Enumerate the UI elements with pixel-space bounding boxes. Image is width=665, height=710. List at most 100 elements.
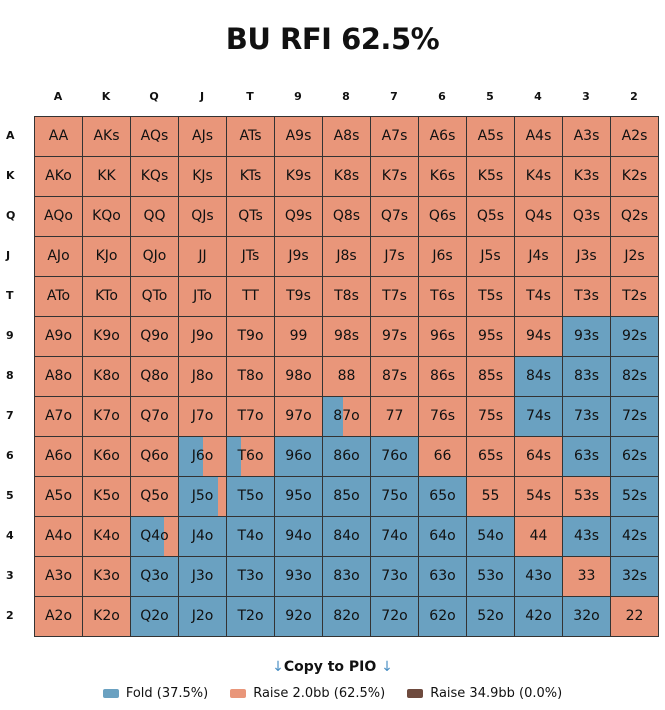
hand-cell[interactable]: 43o	[515, 557, 563, 597]
hand-cell[interactable]: QQ	[131, 197, 179, 237]
hand-cell[interactable]: J3o	[179, 557, 227, 597]
hand-cell[interactable]: 65s	[467, 437, 515, 477]
hand-cell[interactable]: KJo	[83, 237, 131, 277]
hand-cell[interactable]: 43s	[563, 517, 611, 557]
hand-cell[interactable]: 83s	[563, 357, 611, 397]
hand-cell[interactable]: 62s	[611, 437, 659, 477]
hand-cell[interactable]: T2s	[611, 277, 659, 317]
hand-cell[interactable]: A5s	[467, 117, 515, 157]
hand-cell[interactable]: A3o	[35, 557, 83, 597]
hand-cell[interactable]: A2s	[611, 117, 659, 157]
hand-cell[interactable]: J8s	[323, 237, 371, 277]
hand-cell[interactable]: 32o	[563, 597, 611, 637]
hand-cell[interactable]: 97o	[275, 397, 323, 437]
hand-cell[interactable]: 92s	[611, 317, 659, 357]
hand-cell[interactable]: AKo	[35, 157, 83, 197]
hand-cell[interactable]: J6s	[419, 237, 467, 277]
hand-cell[interactable]: Q7s	[371, 197, 419, 237]
hand-cell[interactable]: 86s	[419, 357, 467, 397]
hand-cell[interactable]: 33	[563, 557, 611, 597]
hand-cell[interactable]: 96o	[275, 437, 323, 477]
hand-cell[interactable]: 83o	[323, 557, 371, 597]
hand-cell[interactable]: A9s	[275, 117, 323, 157]
hand-cell[interactable]: A7s	[371, 117, 419, 157]
hand-cell[interactable]: K5s	[467, 157, 515, 197]
hand-cell[interactable]: J4s	[515, 237, 563, 277]
hand-cell[interactable]: 32s	[611, 557, 659, 597]
hand-cell[interactable]: T9s	[275, 277, 323, 317]
hand-cell[interactable]: 66	[419, 437, 467, 477]
hand-cell[interactable]: T3s	[563, 277, 611, 317]
hand-cell[interactable]: 53s	[563, 477, 611, 517]
hand-cell[interactable]: 98o	[275, 357, 323, 397]
hand-cell[interactable]: Q6s	[419, 197, 467, 237]
hand-cell[interactable]: QJo	[131, 237, 179, 277]
hand-cell[interactable]: 94s	[515, 317, 563, 357]
hand-cell[interactable]: T3o	[227, 557, 275, 597]
hand-cell[interactable]: A5o	[35, 477, 83, 517]
hand-cell[interactable]: 99	[275, 317, 323, 357]
hand-cell[interactable]: 76o	[371, 437, 419, 477]
hand-cell[interactable]: KQs	[131, 157, 179, 197]
hand-cell[interactable]: 88	[323, 357, 371, 397]
hand-cell[interactable]: K8o	[83, 357, 131, 397]
hand-cell[interactable]: JTs	[227, 237, 275, 277]
hand-cell[interactable]: KTs	[227, 157, 275, 197]
hand-cell[interactable]: 76s	[419, 397, 467, 437]
hand-cell[interactable]: AKs	[83, 117, 131, 157]
hand-cell[interactable]: 96s	[419, 317, 467, 357]
hand-cell[interactable]: Q3o	[131, 557, 179, 597]
hand-cell[interactable]: T5o	[227, 477, 275, 517]
hand-cell[interactable]: JTo	[179, 277, 227, 317]
hand-cell[interactable]: 75s	[467, 397, 515, 437]
hand-cell[interactable]: K2s	[611, 157, 659, 197]
hand-cell[interactable]: T4o	[227, 517, 275, 557]
hand-cell[interactable]: TT	[227, 277, 275, 317]
hand-cell[interactable]: 55	[467, 477, 515, 517]
hand-cell[interactable]: 86o	[323, 437, 371, 477]
hand-cell[interactable]: 74o	[371, 517, 419, 557]
hand-cell[interactable]: 94o	[275, 517, 323, 557]
hand-cell[interactable]: T4s	[515, 277, 563, 317]
hand-cell[interactable]: A2o	[35, 597, 83, 637]
hand-cell[interactable]: 54s	[515, 477, 563, 517]
hand-cell[interactable]: Q9o	[131, 317, 179, 357]
hand-cell[interactable]: 75o	[371, 477, 419, 517]
hand-cell[interactable]: J5s	[467, 237, 515, 277]
hand-cell[interactable]: T2o	[227, 597, 275, 637]
hand-cell[interactable]: J9s	[275, 237, 323, 277]
hand-cell[interactable]: 52o	[467, 597, 515, 637]
hand-cell[interactable]: ATs	[227, 117, 275, 157]
hand-cell[interactable]: Q8s	[323, 197, 371, 237]
hand-cell[interactable]: AQs	[131, 117, 179, 157]
hand-cell[interactable]: 44	[515, 517, 563, 557]
hand-cell[interactable]: 85s	[467, 357, 515, 397]
hand-cell[interactable]: 87s	[371, 357, 419, 397]
hand-cell[interactable]: T7o	[227, 397, 275, 437]
hand-cell[interactable]: J2s	[611, 237, 659, 277]
hand-cell[interactable]: 42s	[611, 517, 659, 557]
hand-cell[interactable]: J6o	[179, 437, 227, 477]
hand-cell[interactable]: Q2o	[131, 597, 179, 637]
hand-cell[interactable]: 54o	[467, 517, 515, 557]
hand-cell[interactable]: J8o	[179, 357, 227, 397]
hand-cell[interactable]: 82o	[323, 597, 371, 637]
hand-cell[interactable]: Q4s	[515, 197, 563, 237]
hand-cell[interactable]: 98s	[323, 317, 371, 357]
hand-cell[interactable]: Q5o	[131, 477, 179, 517]
hand-cell[interactable]: A4o	[35, 517, 83, 557]
hand-cell[interactable]: AJo	[35, 237, 83, 277]
hand-cell[interactable]: 82s	[611, 357, 659, 397]
hand-cell[interactable]: Q4o	[131, 517, 179, 557]
hand-cell[interactable]: A7o	[35, 397, 83, 437]
hand-cell[interactable]: K4s	[515, 157, 563, 197]
hand-cell[interactable]: K7o	[83, 397, 131, 437]
hand-cell[interactable]: 92o	[275, 597, 323, 637]
hand-cell[interactable]: KJs	[179, 157, 227, 197]
hand-cell[interactable]: K8s	[323, 157, 371, 197]
hand-cell[interactable]: AJs	[179, 117, 227, 157]
copy-to-pio-button[interactable]: ↓Copy to PIO ↓	[0, 659, 665, 675]
hand-cell[interactable]: 73s	[563, 397, 611, 437]
hand-cell[interactable]: Q6o	[131, 437, 179, 477]
hand-cell[interactable]: K3o	[83, 557, 131, 597]
